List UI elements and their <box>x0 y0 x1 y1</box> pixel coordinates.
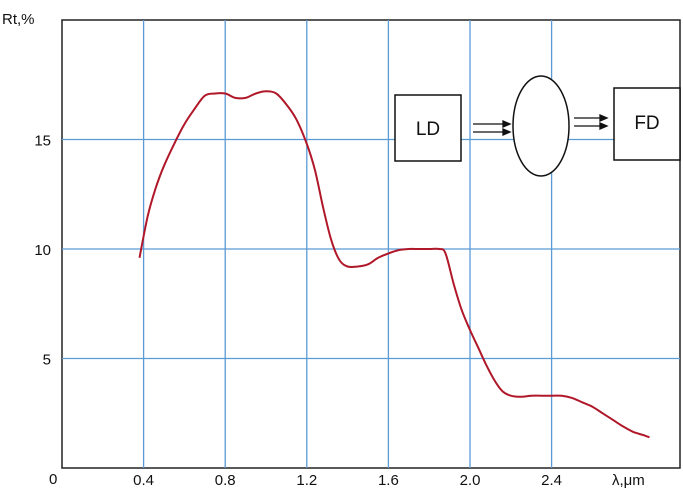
y-tick-label: 10 <box>34 242 51 259</box>
output-arrows <box>574 114 609 130</box>
tick-labels: 0.4 0.8 1.2 1.6 2.0 2.4 5 10 15 <box>34 133 562 490</box>
x-tick-label: 2.4 <box>541 472 562 489</box>
schematic-inset: LD FD <box>394 75 681 177</box>
input-arrows <box>473 120 512 136</box>
y-tick-label: 15 <box>34 133 51 150</box>
x-tick-label: 2.0 <box>460 472 481 489</box>
ld-label: LD <box>416 119 440 140</box>
fd-label: FD <box>634 113 659 134</box>
x-tick-label: 0.4 <box>133 472 154 489</box>
y-tick-label: 5 <box>43 352 51 369</box>
series-line <box>138 90 650 439</box>
fd-box <box>613 87 681 161</box>
origin-label: 0 <box>49 471 57 488</box>
y-axis-label: Rt,% <box>2 11 35 28</box>
sample-ellipse <box>512 75 570 177</box>
grid <box>62 20 680 468</box>
x-axis-label: λ,μm <box>612 472 645 489</box>
ld-box <box>394 94 462 162</box>
plot-frame <box>61 19 681 469</box>
x-tick-label: 0.8 <box>215 472 236 489</box>
x-tick-label: 1.6 <box>378 472 399 489</box>
x-tick-label: 1.2 <box>296 472 317 489</box>
